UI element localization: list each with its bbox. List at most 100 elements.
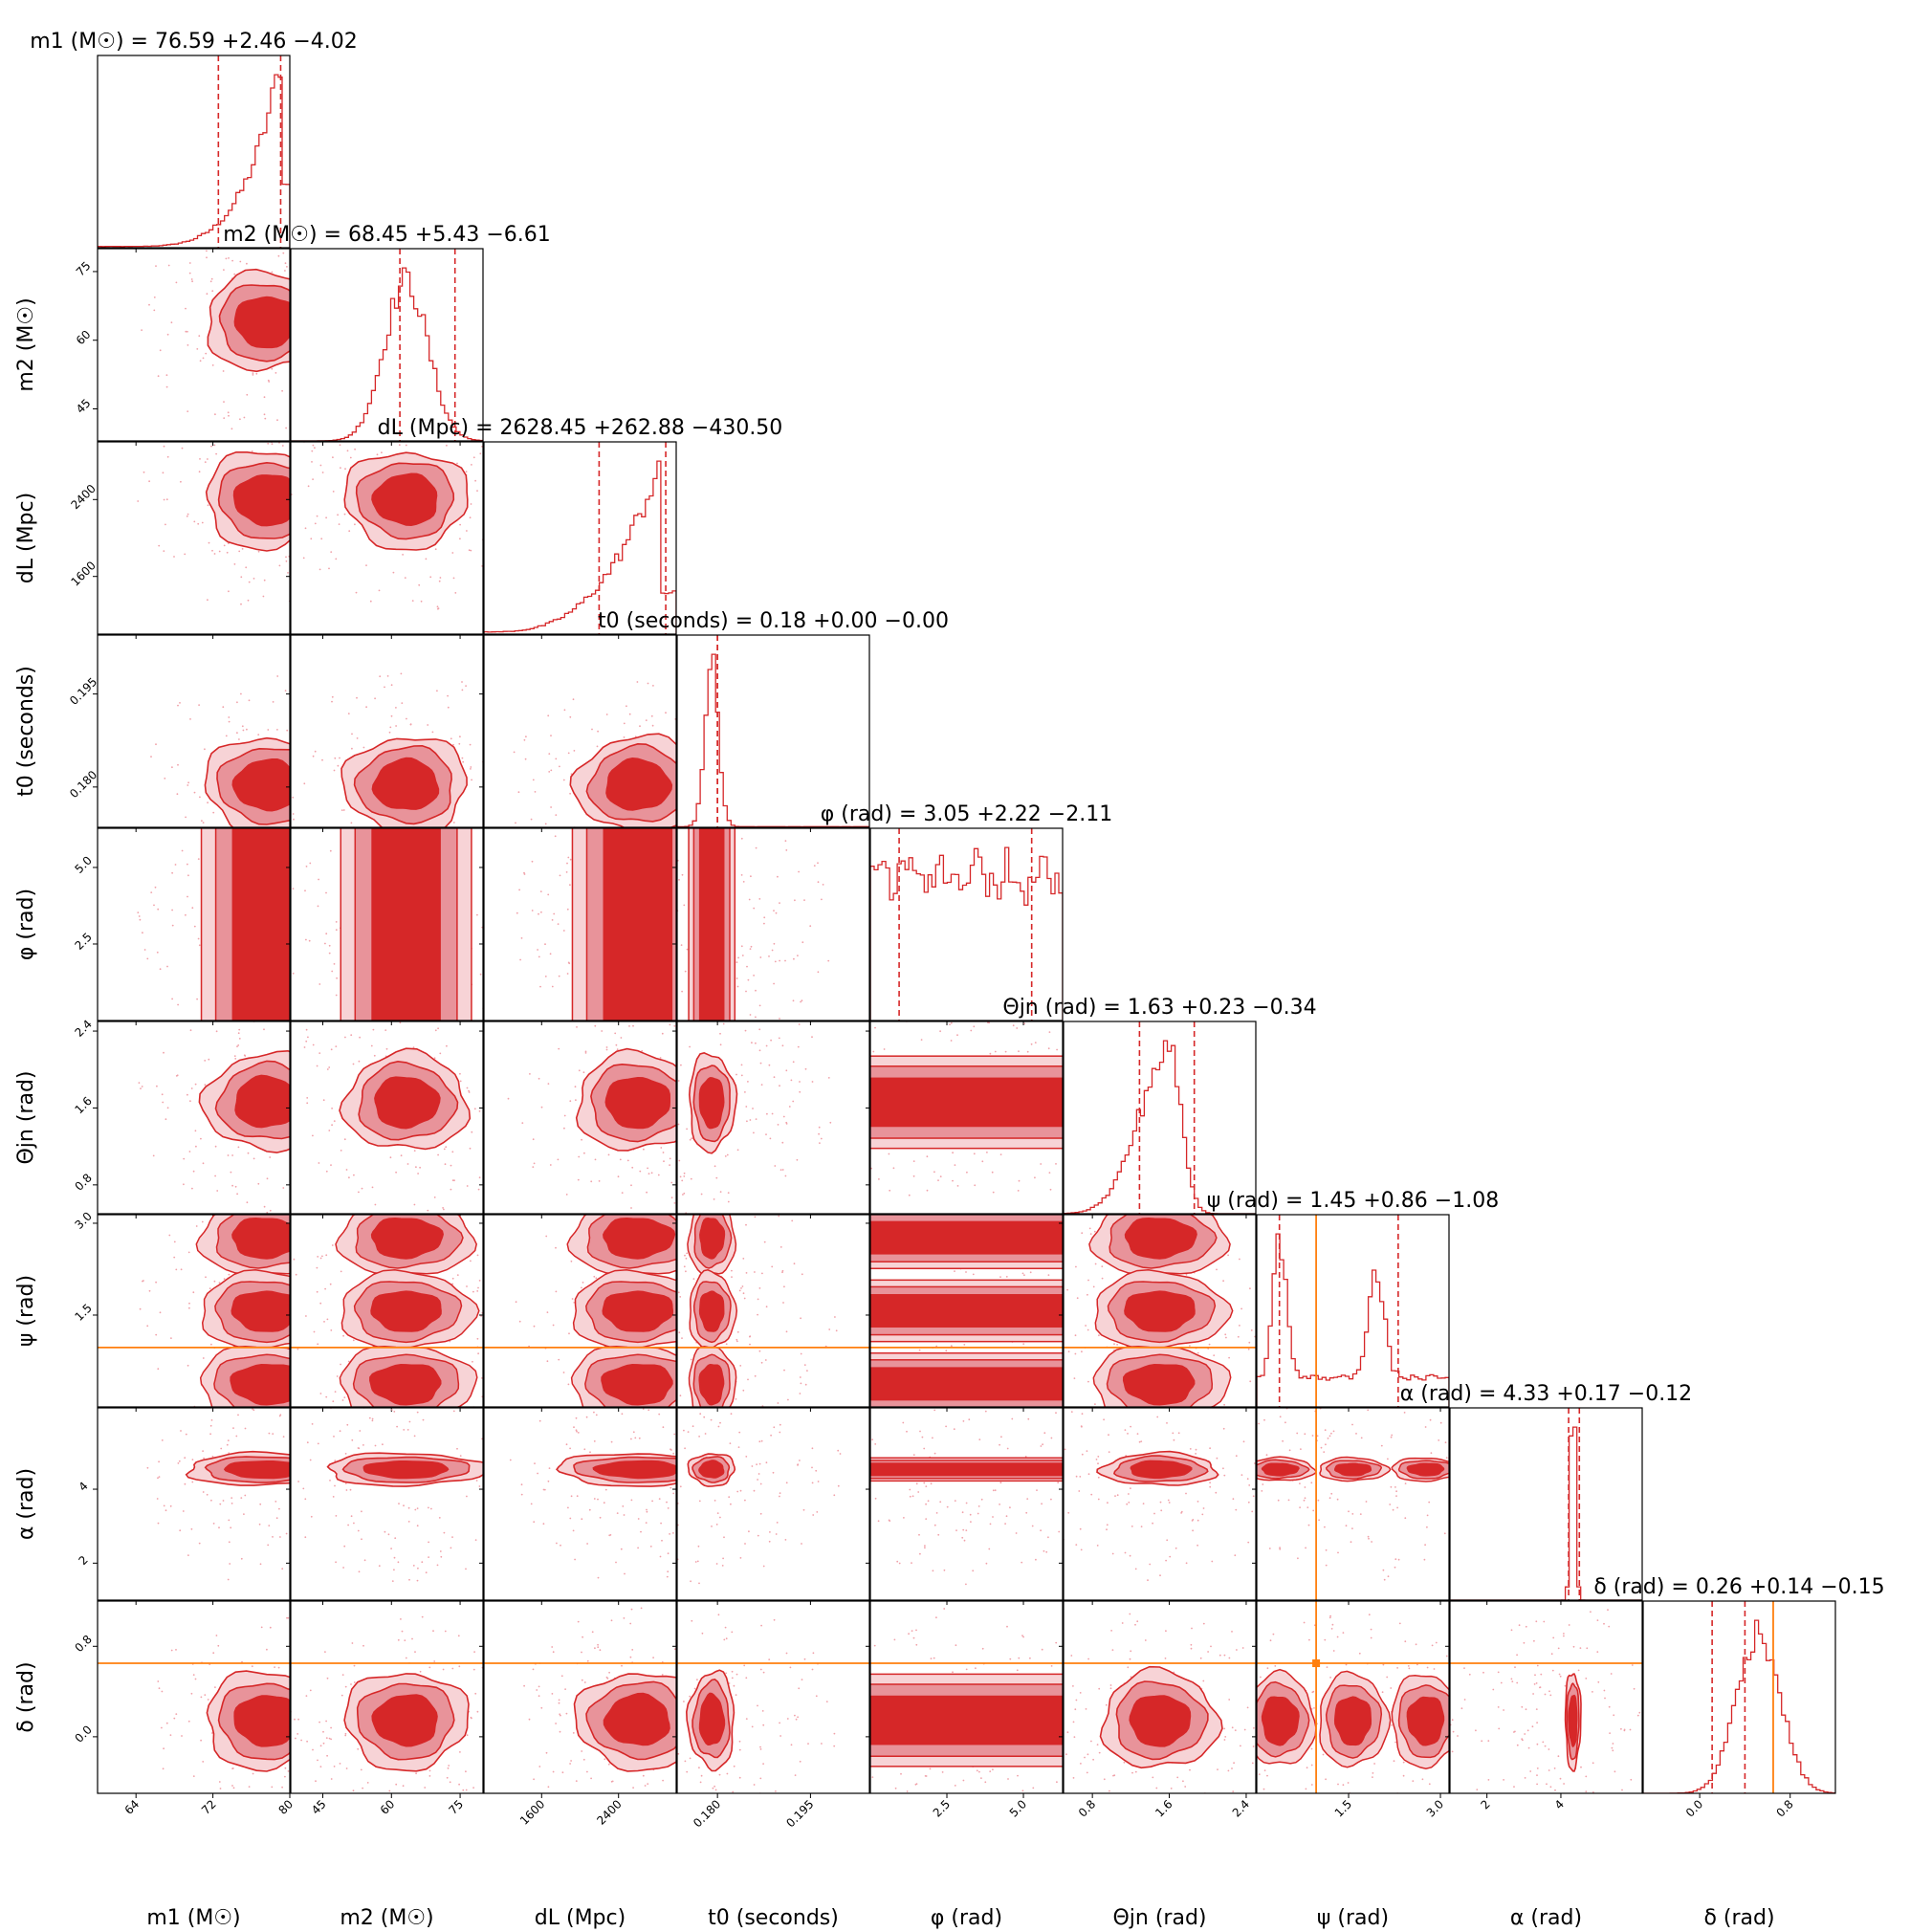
sample-point	[230, 1526, 232, 1529]
sample-point	[1053, 1519, 1055, 1521]
sample-point	[662, 1152, 665, 1153]
sample-point	[311, 489, 313, 491]
sample-point	[754, 800, 756, 801]
sample-point	[513, 751, 516, 754]
sample-point	[597, 1498, 599, 1501]
sample-point	[257, 550, 260, 553]
sample-point	[760, 1316, 762, 1318]
sample-point	[698, 1500, 701, 1503]
sample-point	[744, 1499, 746, 1502]
sample-point	[374, 1203, 377, 1206]
sample-point	[185, 816, 187, 819]
sample-point	[201, 820, 203, 823]
sample-point	[386, 675, 389, 677]
sample-point	[1021, 1561, 1023, 1564]
sample-point	[1328, 1497, 1331, 1500]
sample-point	[1306, 1506, 1309, 1508]
sample-point	[336, 977, 338, 979]
sample-point	[207, 225, 209, 227]
sample-point	[225, 735, 228, 737]
sample-point	[272, 701, 274, 703]
sample-point	[859, 1311, 861, 1313]
sample-point	[336, 1375, 339, 1377]
sample-point	[156, 1498, 159, 1500]
sample-point	[1464, 1465, 1466, 1467]
sample-point	[641, 1049, 644, 1052]
sample-point	[406, 1163, 409, 1165]
sample-point	[157, 1368, 160, 1371]
sample-point	[631, 1166, 634, 1169]
sample-point	[333, 922, 335, 924]
contour-line	[231, 1218, 290, 1260]
sample-point	[992, 1422, 994, 1424]
sample-point	[504, 1254, 506, 1256]
sample-point	[166, 333, 169, 336]
sample-point	[237, 1032, 240, 1035]
sample-point	[1351, 1513, 1354, 1515]
sample-point	[328, 952, 331, 955]
sample-point	[797, 1463, 800, 1466]
sample-point	[237, 1414, 239, 1416]
sample-point	[1067, 1350, 1070, 1352]
sample-point	[682, 1250, 684, 1252]
sample-point	[330, 502, 332, 504]
sample-point	[783, 1285, 785, 1288]
sample-point	[336, 778, 338, 779]
sample-point	[231, 259, 234, 262]
sample-point	[200, 1137, 202, 1140]
sample-point	[568, 1332, 570, 1335]
sample-point	[799, 1393, 801, 1394]
sample-point	[1030, 1482, 1032, 1484]
sample-point	[565, 1443, 568, 1446]
sample-point	[306, 1097, 309, 1099]
sample-point	[593, 1275, 596, 1278]
sample-point	[544, 943, 546, 946]
sample-point	[635, 1030, 637, 1032]
sample-point	[1079, 1153, 1081, 1154]
sample-point	[299, 1430, 301, 1432]
sample-point	[1338, 1361, 1340, 1363]
sample-point	[751, 1419, 753, 1421]
sample-point	[1079, 1527, 1082, 1530]
sample-point	[766, 1112, 768, 1115]
sample-point	[744, 1029, 747, 1032]
sample-point	[593, 1440, 596, 1442]
sample-point	[246, 728, 248, 731]
sample-point	[715, 1176, 718, 1179]
sample-point	[1030, 1043, 1033, 1045]
sample-point	[344, 1482, 347, 1484]
sample-point	[346, 1423, 349, 1426]
sample-point	[736, 1330, 739, 1333]
sample-point	[204, 1060, 207, 1062]
sample-point	[970, 1029, 973, 1032]
sample-point	[631, 1036, 633, 1038]
sample-point	[187, 895, 188, 898]
sample-point	[678, 879, 680, 881]
sample-point	[488, 916, 490, 918]
sample-point	[756, 1329, 757, 1331]
sample-point	[210, 277, 213, 280]
sample-point	[621, 1192, 624, 1194]
sample-point	[739, 1461, 741, 1463]
sample-point	[726, 1153, 729, 1156]
sample-point	[352, 1339, 355, 1342]
sample-point	[450, 1188, 452, 1191]
sample-point	[628, 1025, 630, 1027]
sample-point	[375, 392, 377, 394]
sample-point	[744, 769, 746, 771]
sample-point	[751, 1042, 753, 1044]
sample-point	[238, 1038, 241, 1040]
sample-point	[501, 1103, 503, 1105]
sample-point	[508, 1436, 510, 1438]
sample-point	[660, 1522, 662, 1525]
sample-point	[946, 1505, 949, 1508]
sample-point	[647, 1497, 648, 1499]
sample-point	[394, 1537, 397, 1540]
sample-point	[335, 1515, 338, 1517]
sample-point	[187, 860, 188, 862]
sample-point	[760, 1084, 763, 1086]
sample-point	[271, 443, 274, 446]
sample-point	[786, 1381, 788, 1383]
sample-point	[1027, 1417, 1030, 1420]
sample-point	[1370, 1394, 1372, 1396]
